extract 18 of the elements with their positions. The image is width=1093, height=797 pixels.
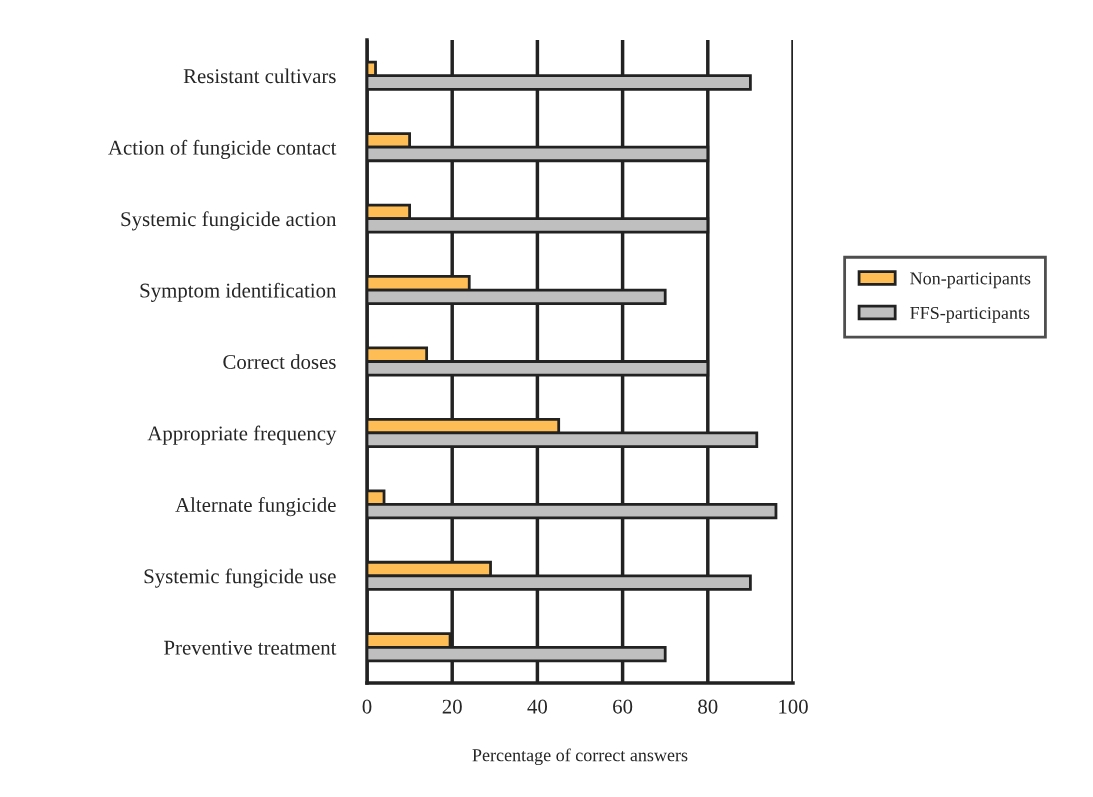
x-tick-label: 80	[698, 699, 718, 714]
legend-label: Non-participants	[910, 272, 1031, 289]
legend-label: FFS-participants	[910, 306, 1030, 323]
y-tick-label: Alternate fungicide	[175, 497, 336, 517]
y-tick-label: Resistant cultivars	[183, 68, 336, 84]
x-tick-label: 40	[527, 699, 548, 714]
y-tick-label: Action of fungicide contact	[108, 139, 337, 159]
y-tick-label: Appropriate frequency	[147, 425, 337, 445]
y-tick-label: Preventive treatment	[164, 640, 337, 655]
y-tick-label: Symptom identification	[140, 282, 337, 302]
y-tick-label: Systemic fungicide action	[121, 211, 337, 231]
y-tick-label: Systemic fungicide use	[144, 568, 336, 588]
x-tick-label: 60	[613, 699, 633, 714]
x-axis-title: Percentage of correct answers	[472, 748, 688, 766]
x-tick-label: 100	[779, 699, 808, 714]
y-tick-label: Correct doses	[223, 354, 336, 369]
x-tick-label: 20	[442, 699, 462, 714]
x-tick-label: 0	[362, 699, 372, 714]
